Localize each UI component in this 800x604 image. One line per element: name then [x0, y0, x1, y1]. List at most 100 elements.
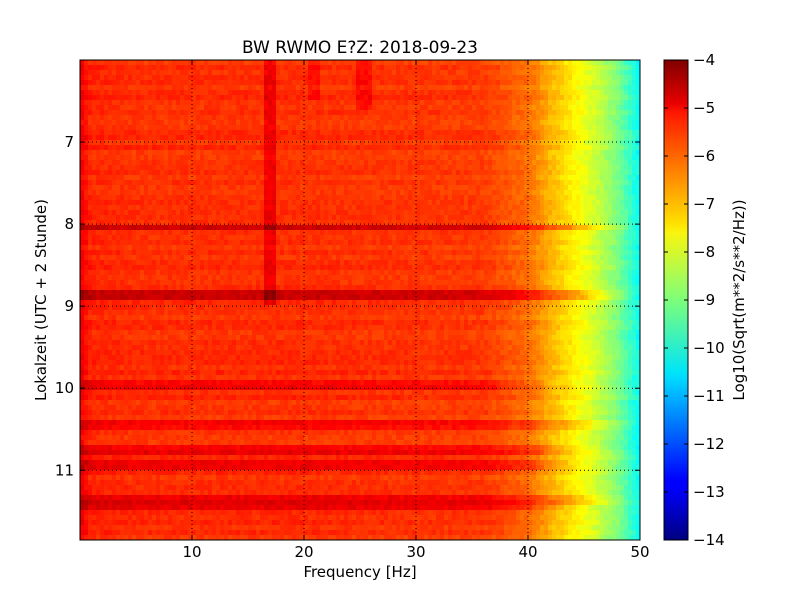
heatmap-cell — [388, 150, 393, 156]
heatmap-cell — [432, 105, 437, 111]
heatmap-cell — [352, 225, 357, 231]
heatmap-cell — [532, 180, 537, 186]
heatmap-cell — [516, 130, 521, 136]
heatmap-cell — [536, 160, 541, 166]
heatmap-cell — [396, 160, 401, 166]
heatmap-cell — [356, 110, 361, 116]
heatmap-cell — [608, 115, 613, 121]
heatmap-cell — [364, 170, 369, 176]
heatmap-cell — [528, 195, 533, 201]
heatmap-cell — [456, 175, 461, 181]
heatmap-cell — [356, 130, 361, 136]
heatmap-cell — [552, 210, 557, 216]
heatmap-cell — [500, 185, 505, 191]
heatmap-cell — [412, 210, 417, 216]
heatmap-cell — [396, 95, 401, 101]
heatmap-cell — [304, 125, 309, 131]
heatmap-cell — [220, 65, 225, 71]
heatmap-cell — [600, 205, 605, 211]
heatmap-cell — [308, 210, 313, 216]
heatmap-cell — [408, 215, 413, 221]
heatmap-cell — [244, 220, 249, 226]
heatmap-cell — [488, 210, 493, 216]
heatmap-cell — [160, 175, 165, 181]
heatmap-cell — [388, 95, 393, 101]
heatmap-cell — [400, 115, 405, 121]
heatmap-cell — [308, 165, 313, 171]
heatmap-cell — [444, 150, 449, 156]
heatmap-cell — [488, 60, 493, 66]
heatmap-cell — [152, 75, 157, 81]
heatmap-cell — [216, 140, 221, 146]
heatmap-cell — [312, 205, 317, 211]
heatmap-cell — [632, 180, 637, 186]
heatmap-cell — [200, 100, 205, 106]
heatmap-cell — [512, 170, 517, 176]
heatmap-cell — [372, 200, 377, 206]
heatmap-cell — [424, 150, 429, 156]
heatmap-cell — [384, 70, 389, 76]
heatmap-cell — [244, 75, 249, 81]
heatmap-cell — [604, 185, 609, 191]
heatmap-cell — [496, 115, 501, 121]
heatmap-cell — [264, 100, 269, 106]
heatmap-cell — [588, 180, 593, 186]
heatmap-cell — [212, 145, 217, 151]
heatmap-cell — [588, 230, 593, 236]
heatmap-cell — [100, 170, 105, 176]
heatmap-cell — [80, 75, 85, 81]
heatmap-cell — [252, 70, 257, 76]
heatmap-cell — [232, 200, 237, 206]
heatmap-cell — [80, 165, 85, 171]
heatmap-cell — [624, 225, 629, 231]
heatmap-cell — [316, 160, 321, 166]
heatmap-cell — [152, 105, 157, 111]
heatmap-cell — [428, 100, 433, 106]
heatmap-cell — [372, 235, 377, 241]
heatmap-cell — [340, 115, 345, 121]
heatmap-cell — [276, 160, 281, 166]
heatmap-cell — [144, 205, 149, 211]
heatmap-cell — [424, 120, 429, 126]
heatmap-cell — [344, 140, 349, 146]
heatmap-cell — [112, 145, 117, 151]
heatmap-cell — [220, 125, 225, 131]
heatmap-cell — [400, 75, 405, 81]
heatmap-cell — [120, 85, 125, 91]
heatmap-cell — [228, 170, 233, 176]
heatmap-cell — [504, 190, 509, 196]
heatmap-cell — [184, 175, 189, 181]
heatmap-cell — [472, 170, 477, 176]
heatmap-cell — [212, 175, 217, 181]
heatmap-cell — [396, 220, 401, 226]
heatmap-cell — [88, 175, 93, 181]
heatmap-cell — [576, 80, 581, 86]
heatmap-cell — [596, 165, 601, 171]
heatmap-cell — [304, 70, 309, 76]
heatmap-cell — [400, 120, 405, 126]
heatmap-cell — [384, 205, 389, 211]
heatmap-cell — [216, 200, 221, 206]
heatmap-cell — [232, 150, 237, 156]
heatmap-cell — [164, 90, 169, 96]
heatmap-cell — [296, 140, 301, 146]
heatmap-cell — [208, 95, 213, 101]
heatmap-cell — [336, 210, 341, 216]
heatmap-cell — [456, 225, 461, 231]
heatmap-cell — [572, 200, 577, 206]
heatmap-cell — [448, 130, 453, 136]
heatmap-cell — [264, 65, 269, 71]
heatmap-cell — [272, 65, 277, 71]
heatmap-cell — [460, 70, 465, 76]
heatmap-cell — [80, 180, 85, 186]
heatmap-cell — [232, 140, 237, 146]
heatmap-cell — [464, 200, 469, 206]
heatmap-cell — [412, 150, 417, 156]
heatmap-cell — [204, 140, 209, 146]
heatmap-cell — [528, 190, 533, 196]
heatmap-cell — [580, 200, 585, 206]
heatmap-cell — [608, 210, 613, 216]
heatmap-cell — [468, 60, 473, 66]
heatmap-cell — [320, 85, 325, 91]
heatmap-cell — [160, 230, 165, 236]
